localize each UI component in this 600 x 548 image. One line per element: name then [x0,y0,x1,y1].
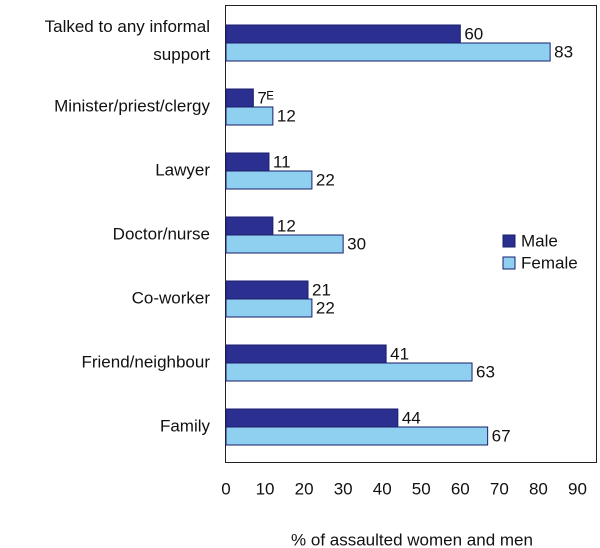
value-label: 11 [273,152,291,171]
x-tick-label: 30 [334,479,353,498]
bar [225,42,551,62]
y-tick-label: Doctor/nurse [113,224,210,243]
bar [225,408,399,428]
bar [225,280,309,300]
value-label: 12 [277,106,296,125]
value-label: 22 [316,298,335,317]
bar [225,298,313,318]
value-label: 22 [316,170,335,189]
y-tick-label: Talked to any informal support [45,17,211,64]
value-label: 60 [464,24,483,43]
x-tick-label: 0 [221,479,230,498]
value-label: 12 [277,216,296,235]
legend-label: Female [521,253,578,272]
bar [225,362,473,382]
bar [225,344,387,364]
y-tick-label: Lawyer [155,160,210,179]
y-tick-label: Friend/neighbour [81,352,210,371]
value-label: 7ᴱ [257,88,273,107]
value-label: 41 [390,344,409,363]
value-label: 21 [312,280,331,299]
bar [225,152,270,172]
x-axis-title: % of assaulted women and men [291,530,533,548]
y-tick-label: Minister/priest/clergy [54,96,210,115]
x-tick-label: 60 [451,479,470,498]
bar [225,88,254,108]
x-tick-label: 90 [568,479,587,498]
legend-swatch [502,256,516,270]
x-tick-label: 20 [295,479,314,498]
legend-swatch [502,234,516,248]
value-label: 30 [347,234,366,253]
bar [225,24,461,44]
x-tick-label: 10 [256,479,275,498]
bar [225,216,274,236]
bar [225,106,274,126]
x-tick-label: 40 [373,479,392,498]
x-tick-label: 80 [529,479,548,498]
bar [225,426,489,446]
x-tick-label: 70 [490,479,509,498]
y-tick-label: Family [160,416,211,435]
bar [225,234,344,254]
y-tick-label: Co-worker [132,288,211,307]
value-label: 63 [476,362,495,381]
value-label: 44 [402,408,421,427]
bar [225,170,313,190]
value-label: 83 [554,42,573,61]
legend-label: Male [521,231,558,250]
x-tick-label: 50 [412,479,431,498]
value-label: 67 [492,426,511,445]
